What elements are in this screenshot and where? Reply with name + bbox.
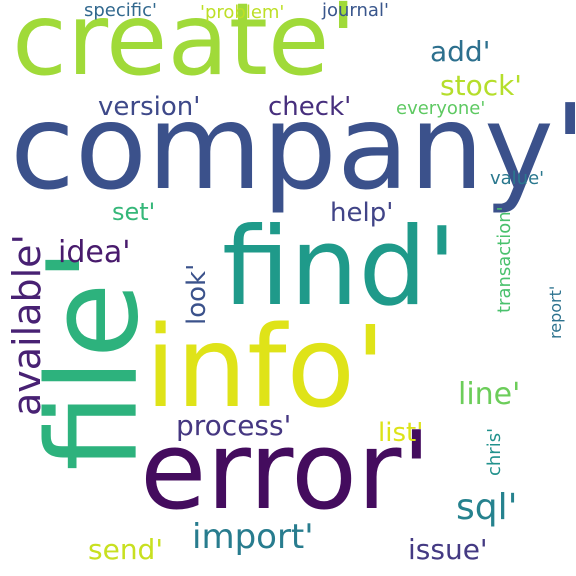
word-idea: idea' <box>58 235 131 270</box>
word-chris: chris' <box>484 428 505 477</box>
word-report: report' <box>546 286 565 340</box>
word-process: process' <box>176 409 292 442</box>
word-value: value' <box>490 168 545 189</box>
word-everyone: everyone' <box>396 98 486 119</box>
word-specific: specific' <box>84 0 157 21</box>
word-check: check' <box>268 92 352 122</box>
word-import: import' <box>192 517 314 557</box>
word-info: info' <box>145 303 386 433</box>
word-find: find' <box>222 205 457 330</box>
word-add: add' <box>430 35 491 68</box>
word-send: send' <box>88 533 164 566</box>
word-available: available' <box>5 234 49 416</box>
word-list: list' <box>378 418 424 448</box>
word-issue: issue' <box>408 533 488 566</box>
word-error: error' <box>140 409 432 534</box>
word-file: file' <box>22 248 166 471</box>
word-company: company' <box>10 78 576 216</box>
word-journal: journal' <box>322 0 389 21</box>
word-line: line' <box>458 377 521 412</box>
word-version: version' <box>98 92 201 122</box>
word-transaction: transaction' <box>494 206 515 313</box>
word-problem: 'problem' <box>200 2 285 23</box>
word-set: set' <box>112 198 156 226</box>
word-sql: sql' <box>456 487 518 528</box>
word-stock: stock' <box>440 69 523 102</box>
word-look: look' <box>182 264 212 326</box>
word-help: help' <box>330 198 394 228</box>
word-create: create' <box>12 0 357 98</box>
